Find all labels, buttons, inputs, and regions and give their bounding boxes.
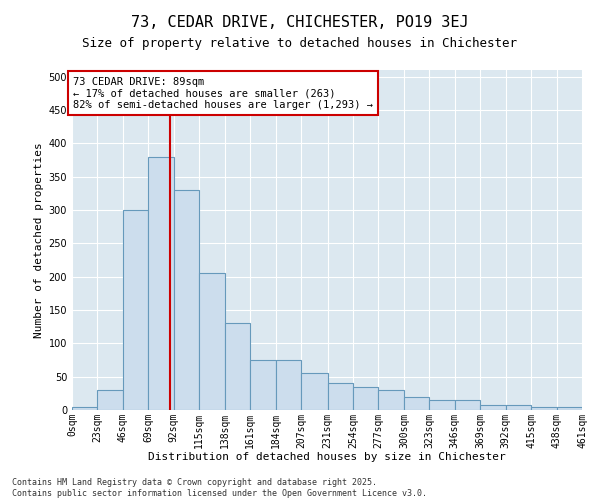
Bar bbox=[174, 190, 199, 410]
Bar bbox=[557, 406, 582, 410]
Bar bbox=[328, 384, 353, 410]
Bar bbox=[301, 374, 328, 410]
Bar bbox=[430, 400, 455, 410]
Bar bbox=[531, 406, 557, 410]
Text: 73, CEDAR DRIVE, CHICHESTER, PO19 3EJ: 73, CEDAR DRIVE, CHICHESTER, PO19 3EJ bbox=[131, 15, 469, 30]
Bar bbox=[250, 360, 275, 410]
Bar bbox=[97, 390, 123, 410]
Text: Contains HM Land Registry data © Crown copyright and database right 2025.
Contai: Contains HM Land Registry data © Crown c… bbox=[12, 478, 427, 498]
Bar bbox=[455, 400, 480, 410]
Bar bbox=[506, 404, 531, 410]
Bar bbox=[123, 210, 148, 410]
Bar bbox=[148, 156, 174, 410]
Bar bbox=[224, 324, 250, 410]
Bar bbox=[353, 386, 379, 410]
Bar bbox=[72, 406, 97, 410]
Bar bbox=[404, 396, 430, 410]
Text: Size of property relative to detached houses in Chichester: Size of property relative to detached ho… bbox=[83, 38, 517, 51]
X-axis label: Distribution of detached houses by size in Chichester: Distribution of detached houses by size … bbox=[148, 452, 506, 462]
Bar bbox=[275, 360, 301, 410]
Y-axis label: Number of detached properties: Number of detached properties bbox=[34, 142, 44, 338]
Bar bbox=[199, 274, 224, 410]
Text: 73 CEDAR DRIVE: 89sqm
← 17% of detached houses are smaller (263)
82% of semi-det: 73 CEDAR DRIVE: 89sqm ← 17% of detached … bbox=[73, 76, 373, 110]
Bar bbox=[480, 404, 506, 410]
Bar bbox=[379, 390, 404, 410]
